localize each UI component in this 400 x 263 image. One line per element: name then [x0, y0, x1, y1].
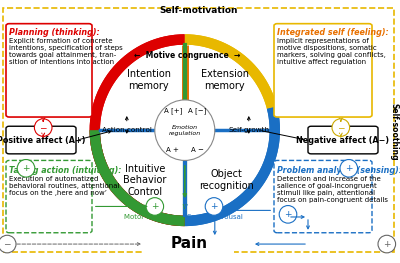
Text: Sensory arousal: Sensory arousal — [187, 214, 243, 220]
Text: Integrated self (feeling):: Integrated self (feeling): — [277, 28, 389, 37]
Ellipse shape — [95, 39, 275, 221]
Text: Explicit formation of concrete
intentions, specification of steps
towards goal a: Explicit formation of concrete intention… — [9, 38, 123, 65]
Ellipse shape — [17, 160, 35, 177]
Text: Self-growth: Self-growth — [228, 127, 269, 133]
Text: A [−]: A [−] — [188, 107, 207, 114]
Text: −: − — [337, 123, 344, 132]
Ellipse shape — [205, 198, 223, 215]
Text: Extension
memory: Extension memory — [201, 69, 249, 91]
Ellipse shape — [34, 119, 52, 136]
FancyBboxPatch shape — [142, 231, 234, 256]
Text: A [+]: A [+] — [164, 107, 182, 114]
Text: Negative affect (A−): Negative affect (A−) — [296, 135, 390, 145]
FancyBboxPatch shape — [308, 126, 378, 154]
Text: A −: A − — [191, 147, 204, 153]
Text: ←  Motive congruence  →: ← Motive congruence → — [134, 51, 240, 60]
Text: Taking action (intuiting):: Taking action (intuiting): — [9, 166, 122, 175]
Ellipse shape — [332, 119, 350, 136]
FancyBboxPatch shape — [6, 160, 92, 233]
Text: +: + — [284, 210, 292, 219]
Text: Intention
memory: Intention memory — [127, 69, 171, 91]
Text: +: + — [22, 164, 30, 173]
Text: Self-soothing: Self-soothing — [390, 103, 399, 160]
Text: +: + — [151, 202, 158, 211]
Ellipse shape — [279, 206, 297, 223]
Ellipse shape — [378, 235, 396, 253]
Text: Action control: Action control — [102, 127, 152, 133]
FancyBboxPatch shape — [274, 160, 372, 233]
Text: A +: A + — [166, 147, 179, 153]
Text: +: + — [383, 240, 390, 249]
Ellipse shape — [340, 160, 358, 177]
Ellipse shape — [155, 100, 215, 160]
Text: +: + — [345, 164, 352, 173]
FancyBboxPatch shape — [6, 126, 76, 154]
Text: −: − — [4, 240, 11, 249]
FancyBboxPatch shape — [274, 24, 372, 117]
Text: Object
recognition: Object recognition — [199, 169, 254, 191]
Text: Problem analysis (sensing):: Problem analysis (sensing): — [277, 166, 400, 175]
Text: Detection and increase of the
salience of goal-incongruent
stimuli like pain, at: Detection and increase of the salience o… — [277, 176, 388, 203]
Text: Execution of automatized
behavioral routines, attentional
focus on the ‚here and: Execution of automatized behavioral rout… — [9, 176, 120, 196]
Text: Emotion
regulation: Emotion regulation — [169, 125, 201, 136]
Text: −: − — [40, 123, 47, 132]
Text: Positive affect (A+): Positive affect (A+) — [0, 135, 85, 145]
Text: Motor activation: Motor activation — [124, 214, 181, 220]
Ellipse shape — [146, 198, 164, 215]
Ellipse shape — [0, 235, 16, 253]
Text: Planning (thinking):: Planning (thinking): — [9, 28, 100, 37]
Text: Implicit representations of
motive dispositions, somatic
markers, solving goal c: Implicit representations of motive dispo… — [277, 38, 386, 65]
FancyBboxPatch shape — [6, 24, 92, 117]
Text: +: + — [210, 202, 218, 211]
Text: Pain: Pain — [170, 236, 207, 251]
Text: Self-motivation: Self-motivation — [160, 6, 238, 15]
Text: Intuitive
Behavior
Control: Intuitive Behavior Control — [123, 164, 166, 197]
